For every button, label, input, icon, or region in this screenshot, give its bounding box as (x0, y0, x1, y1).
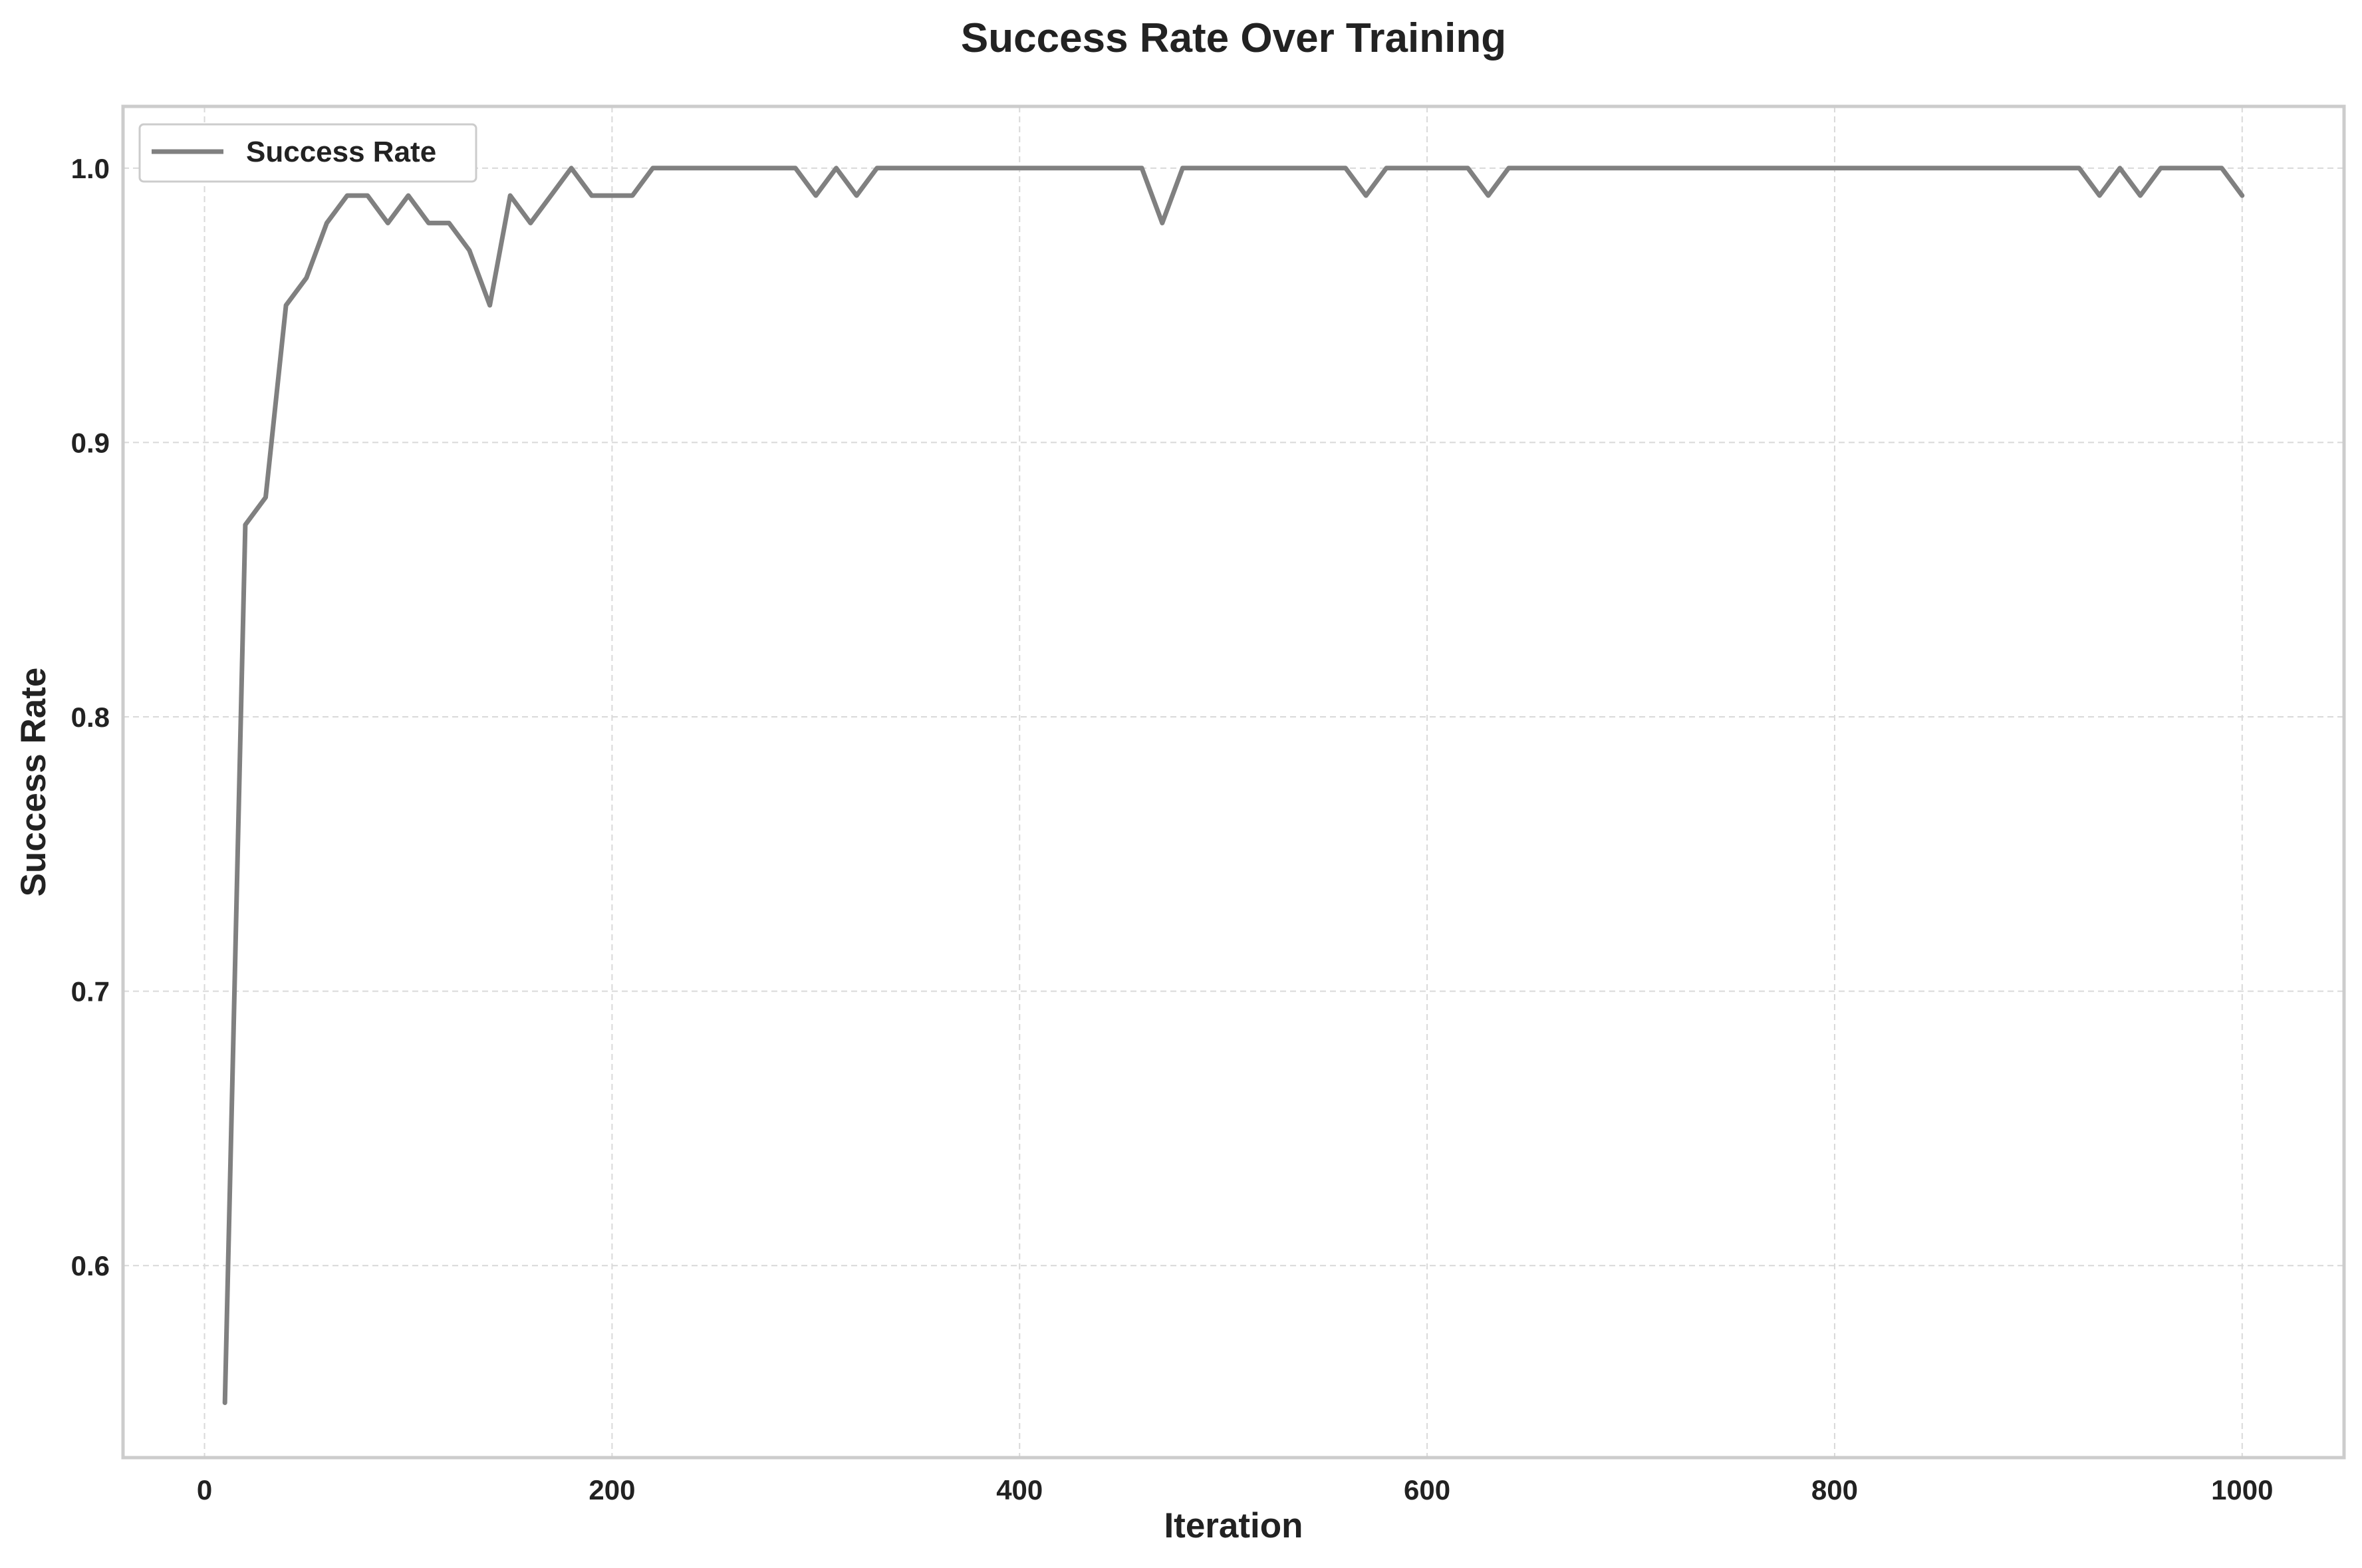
grid-lines (123, 106, 2344, 1458)
series-line-success-rate (222, 166, 2245, 1405)
legend-box (138, 123, 477, 183)
y-tick-label: 0.9 (71, 427, 110, 458)
series-layer (222, 166, 2245, 1405)
x-tick-label: 400 (996, 1474, 1043, 1505)
y-tick-label: 0.8 (71, 702, 110, 733)
legend-entry-label: Success Rate (246, 136, 436, 168)
y-axis-label: Success Rate (14, 668, 53, 897)
x-tick-label: 1000 (2211, 1474, 2273, 1505)
legend: Success Rate (138, 123, 477, 183)
x-axis-label: Iteration (1164, 1506, 1303, 1545)
y-axis-tick-labels: 0.6 0.7 0.8 0.9 1.0 (71, 153, 110, 1281)
y-tick-label: 0.7 (71, 976, 110, 1007)
y-tick-label: 1.0 (71, 153, 110, 184)
x-tick-label: 200 (589, 1474, 635, 1505)
x-tick-label: 600 (1404, 1474, 1450, 1505)
x-tick-label: 800 (1811, 1474, 1858, 1505)
chart-title: Success Rate Over Training (961, 15, 1506, 61)
y-tick-label: 0.6 (71, 1250, 110, 1281)
x-tick-label: 0 (197, 1474, 212, 1505)
plot-frame (121, 104, 2346, 1460)
x-axis-tick-labels: 0 200 400 600 800 1000 (197, 1474, 2274, 1505)
